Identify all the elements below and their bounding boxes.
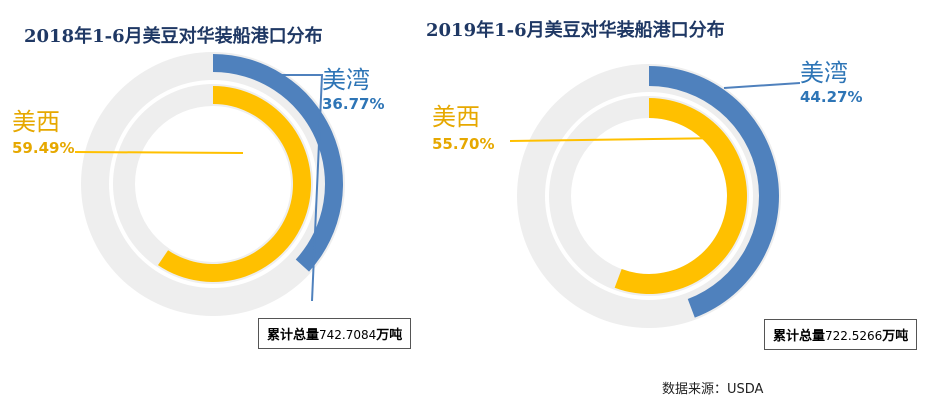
chart-1-west-pct: 59.49% — [12, 139, 75, 157]
chart-2-west-pct: 55.70% — [432, 135, 495, 153]
chart-2-west-arc — [614, 98, 747, 294]
chart-1-east-gulf-pct: 36.77% — [322, 95, 385, 113]
chart-1-title: 2018年1-6月美豆对华装船港口分布 — [24, 26, 323, 47]
chart-2-east-gulf-leader — [723, 82, 801, 89]
chart-1-west-arc — [157, 86, 311, 282]
chart-2-east-gulf-arc — [649, 66, 779, 318]
chart-2-total-number: 722.5266 — [825, 329, 883, 343]
chart-2-title: 2019年1-6月美豆对华装船港口分布 — [426, 20, 725, 41]
chart-1-west-leader — [74, 151, 244, 154]
data-source: 数据来源：USDA — [662, 382, 764, 397]
chart-1-total-prefix: 累计总量 — [267, 328, 320, 343]
chart-2-total-unit: 万吨 — [882, 329, 909, 344]
chart-1-total-number: 742.7084 — [319, 328, 377, 342]
chart-2-east-gulf-pct: 44.27% — [800, 88, 863, 106]
chart-1-total-box: 累计总量742.7084万吨 — [258, 318, 412, 349]
chart-2-total-box: 累计总量722.5266万吨 — [764, 319, 918, 350]
chart-1-east-gulf-label: 美湾 — [322, 66, 370, 94]
chart-2-west-label: 美西 — [432, 103, 480, 131]
chart-1-west-label: 美西 — [12, 108, 60, 136]
chart-1-total-unit: 万吨 — [376, 328, 403, 343]
chart-2-total-prefix: 累计总量 — [773, 329, 826, 344]
chart-1-east-gulf-arc — [213, 54, 344, 272]
chart-2-east-gulf-label: 美湾 — [800, 59, 848, 87]
chart-2-inner-track — [549, 96, 749, 296]
chart-2-west-leader — [509, 137, 728, 142]
chart-1-east-gulf-leader — [260, 74, 324, 302]
chart-1-inner-track — [112, 83, 313, 285]
